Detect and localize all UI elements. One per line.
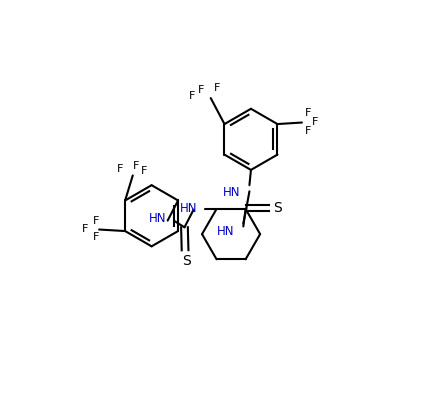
- Text: F: F: [305, 126, 311, 136]
- Text: F: F: [188, 91, 195, 101]
- Text: F: F: [198, 85, 205, 95]
- Text: F: F: [312, 117, 318, 127]
- Text: HN: HN: [217, 225, 235, 238]
- Text: HN: HN: [180, 202, 197, 215]
- Text: F: F: [133, 161, 139, 171]
- Text: S: S: [182, 254, 191, 268]
- Text: HN: HN: [149, 212, 167, 225]
- Text: F: F: [305, 108, 311, 118]
- Text: F: F: [140, 166, 147, 176]
- Text: F: F: [117, 164, 123, 174]
- Text: F: F: [82, 224, 88, 233]
- Text: F: F: [93, 232, 99, 242]
- Text: HN: HN: [223, 186, 240, 199]
- Text: F: F: [93, 216, 99, 226]
- Text: S: S: [273, 201, 282, 215]
- Text: F: F: [214, 83, 220, 93]
